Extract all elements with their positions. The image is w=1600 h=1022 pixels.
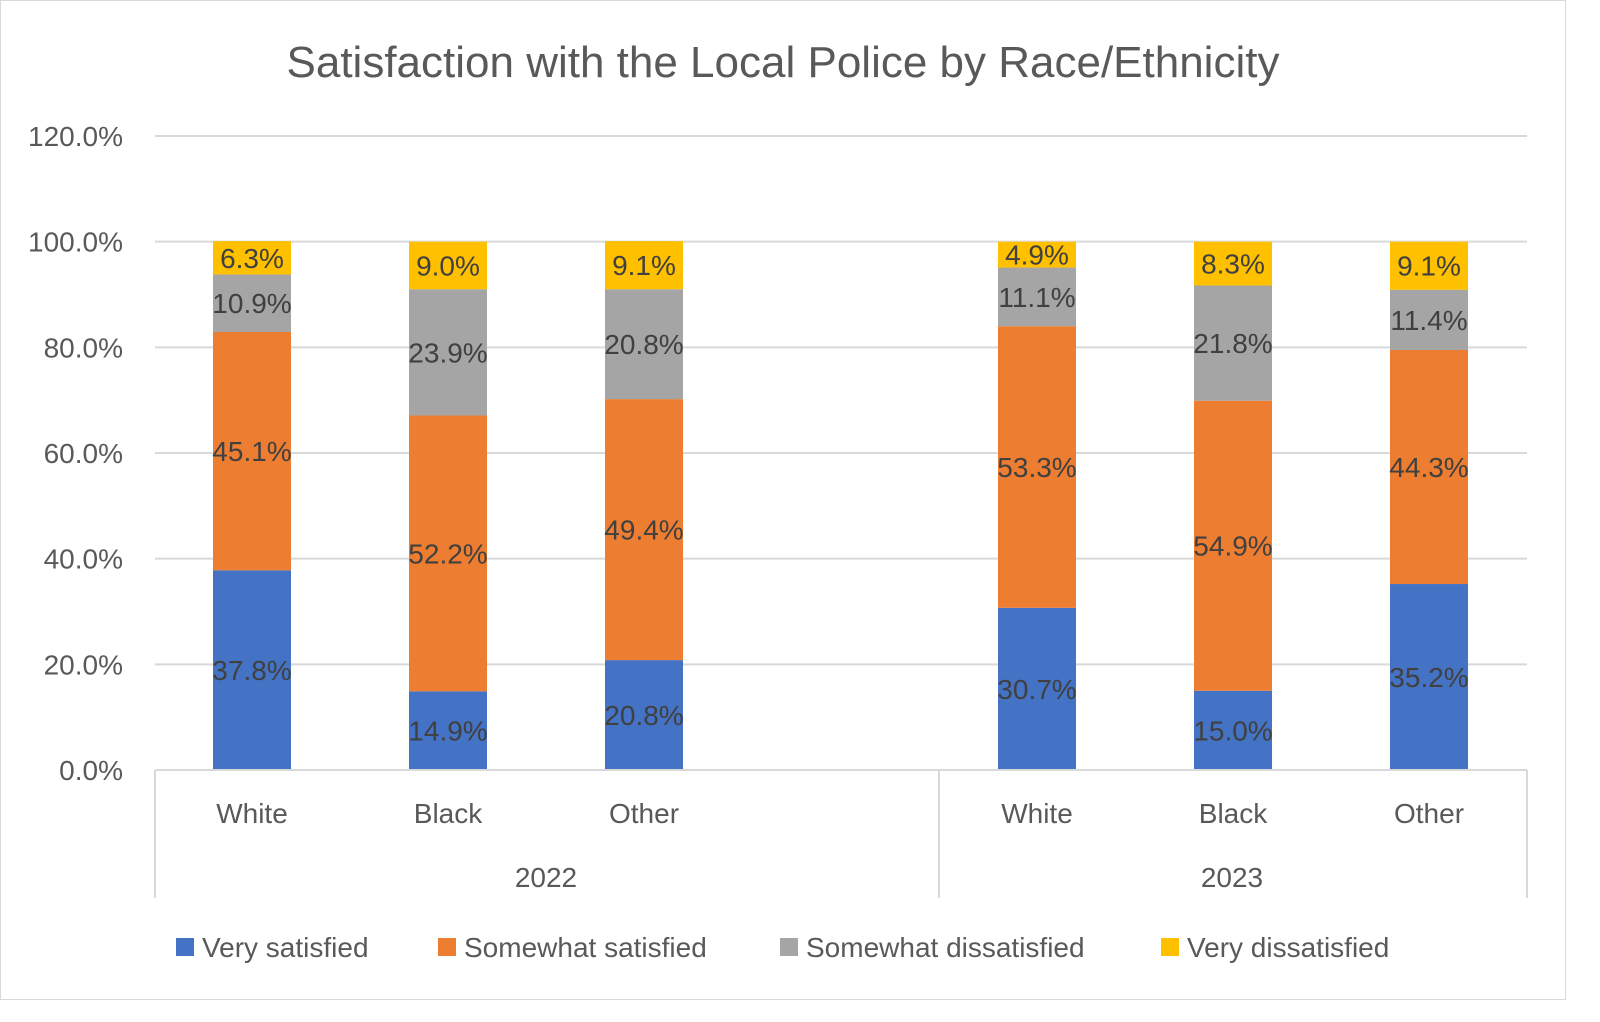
legend-swatch [438, 938, 456, 956]
bar-segment [998, 326, 1076, 608]
bar-segment [998, 241, 1076, 268]
data-label: 6.3% [220, 243, 284, 274]
bar-segment [605, 399, 683, 661]
bar-segment [1194, 241, 1272, 286]
legend-label: Somewhat dissatisfied [806, 932, 1085, 963]
data-label: 30.7% [997, 674, 1076, 705]
chart-frame [0, 0, 1566, 1000]
bar-segment [605, 289, 683, 400]
y-tick-label: 80.0% [44, 332, 123, 363]
data-label: 10.9% [212, 288, 291, 319]
legend-label: Very satisfied [202, 932, 369, 963]
x-group-label: 2022 [515, 862, 577, 893]
bar-segment [1390, 289, 1468, 350]
data-label: 11.4% [1390, 305, 1467, 336]
bar-segment [605, 241, 683, 290]
data-label: 21.8% [1193, 328, 1272, 359]
bar-segment [1194, 285, 1272, 401]
bar-segment [998, 267, 1076, 327]
bar-segment [1390, 584, 1468, 770]
x-category-label: Other [1394, 798, 1464, 829]
data-label: 37.8% [212, 655, 291, 686]
bar-segment [1194, 690, 1272, 770]
bar-segment [213, 274, 291, 333]
y-tick-label: 60.0% [44, 438, 123, 469]
data-label: 20.8% [604, 329, 683, 360]
chart-title: Satisfaction with the Local Police by Ra… [287, 38, 1280, 87]
y-tick-label: 20.0% [44, 649, 123, 680]
bar-segment [409, 289, 487, 416]
bar-segment [409, 691, 487, 770]
x-category-label: Other [609, 798, 679, 829]
y-tick-label: 0.0% [59, 755, 123, 786]
data-label: 23.9% [408, 337, 487, 368]
x-category-label: White [1001, 798, 1073, 829]
x-category-label: Black [414, 798, 483, 829]
data-label: 49.4% [604, 515, 683, 546]
y-tick-label: 120.0% [28, 121, 123, 152]
data-label: 44.3% [1389, 452, 1468, 483]
data-label: 9.0% [416, 250, 480, 281]
data-label: 9.1% [612, 250, 676, 281]
legend-label: Very dissatisfied [1187, 932, 1389, 963]
data-label: 53.3% [997, 452, 1076, 483]
bar-segment [409, 241, 487, 290]
data-label: 8.3% [1201, 249, 1265, 280]
data-label: 54.9% [1193, 531, 1272, 562]
bar-segment [605, 660, 683, 770]
x-group-label: 2023 [1201, 862, 1263, 893]
data-label: 4.9% [1005, 240, 1069, 271]
bar-segment [213, 241, 291, 275]
data-label: 52.2% [408, 538, 487, 569]
data-label: 14.9% [408, 716, 487, 747]
data-label: 15.0% [1193, 715, 1272, 746]
legend-swatch [780, 938, 798, 956]
data-label: 35.2% [1389, 662, 1468, 693]
legend-swatch [1161, 938, 1179, 956]
y-tick-label: 100.0% [28, 227, 123, 258]
bar-segment [1390, 349, 1468, 585]
bar-segment [1390, 241, 1468, 290]
y-tick-label: 40.0% [44, 544, 123, 575]
x-category-label: Black [1199, 798, 1268, 829]
x-category-label: White [216, 798, 288, 829]
data-label: 9.1% [1397, 251, 1461, 282]
legend-label: Somewhat satisfied [464, 932, 707, 963]
bar-segment [213, 570, 291, 770]
bar-segment [409, 415, 487, 692]
legend-swatch [176, 938, 194, 956]
data-label: 11.1% [998, 282, 1075, 313]
bar-segment [1194, 400, 1272, 691]
bar-segment [998, 607, 1076, 770]
data-label: 20.8% [604, 700, 683, 731]
bar-segment [213, 332, 291, 571]
data-label: 45.1% [212, 436, 291, 467]
